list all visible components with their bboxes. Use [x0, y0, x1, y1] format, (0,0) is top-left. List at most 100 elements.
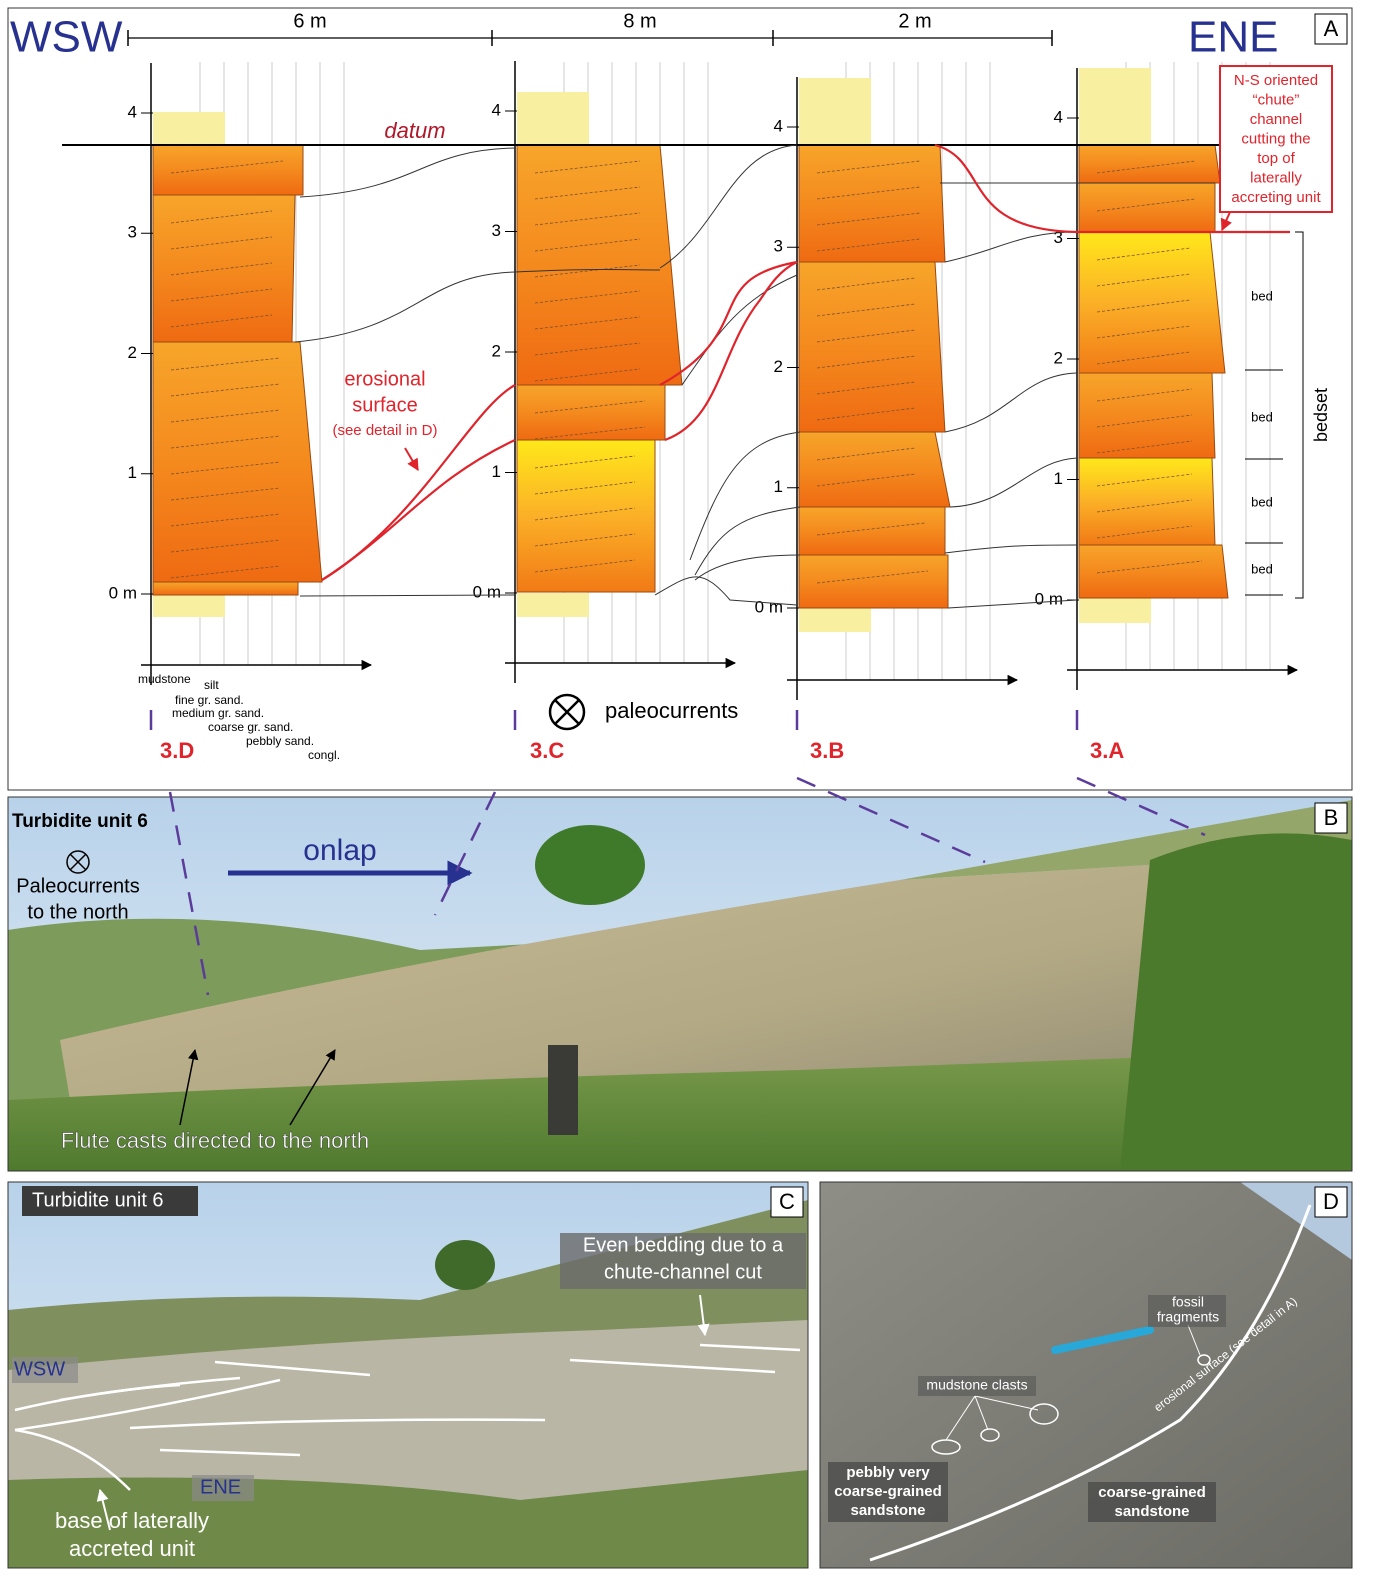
- note-text: cutting the: [1241, 130, 1310, 147]
- mudstone-top: [1079, 68, 1151, 145]
- y-tick-label: 2: [774, 357, 783, 376]
- label: Paleocurrents: [16, 875, 139, 897]
- y-tick-label: 1: [1054, 469, 1063, 488]
- y-tick-label: 4: [128, 102, 137, 121]
- label: coarse-grained: [834, 1483, 942, 1500]
- bedset-label: bedset: [1311, 388, 1331, 442]
- y-tick-label: 1: [492, 462, 501, 481]
- column-label: 3.D: [160, 738, 194, 763]
- y-tick-label: 4: [1054, 107, 1063, 126]
- note-text: accreting unit: [1231, 189, 1321, 206]
- grain-size-label: medium gr. sand.: [172, 706, 264, 720]
- y-tick-label: 4: [492, 100, 501, 119]
- panel-title: Turbidite unit 6: [32, 1189, 164, 1211]
- label: sandstone: [850, 1502, 925, 1519]
- datum-label: datum: [384, 118, 445, 143]
- bed: [799, 555, 948, 608]
- panel-letter: B: [1324, 805, 1339, 830]
- bed-label: bed: [1251, 288, 1273, 303]
- y-tick-label: 2: [492, 341, 501, 360]
- erosional-label: erosional: [344, 368, 425, 390]
- y-tick-label: 0 m: [109, 583, 137, 602]
- note-text: “chute”: [1253, 91, 1300, 108]
- y-tick-label: 1: [774, 477, 783, 496]
- bed: [799, 262, 945, 432]
- bed: [1079, 373, 1215, 458]
- y-tick-label: 3: [128, 223, 137, 242]
- grain-size-label: congl.: [308, 748, 340, 762]
- mudstone-bottom: [517, 593, 589, 617]
- y-tick-label: 3: [774, 237, 783, 256]
- mudstone-bottom: [153, 595, 225, 617]
- y-tick-label: 1: [128, 463, 137, 482]
- grain-size-label: silt: [204, 678, 219, 692]
- label: fragments: [1157, 1309, 1219, 1325]
- bed-label: bed: [1251, 409, 1273, 424]
- label: fossil: [1172, 1294, 1204, 1310]
- label: Even bedding due to a: [583, 1234, 784, 1256]
- direction-label: ENE: [1188, 13, 1278, 62]
- bed: [1079, 545, 1228, 598]
- figure: 43210 m3.D43210 m3.C43210 m3.B43210 m3.A…: [0, 0, 1388, 1596]
- onlap-label: onlap: [303, 834, 376, 867]
- note-text: N-S oriented: [1234, 72, 1318, 89]
- bed: [153, 582, 298, 595]
- label: sandstone: [1114, 1503, 1189, 1520]
- direction-label: WSW: [14, 1358, 65, 1380]
- y-tick-label: 0 m: [473, 582, 501, 601]
- spacing-label: 2 m: [898, 10, 931, 32]
- mudstone-top: [799, 78, 871, 145]
- bed-label: bed: [1251, 494, 1273, 509]
- grain-size-label: fine gr. sand.: [175, 693, 244, 707]
- bed: [517, 145, 682, 385]
- column-label: 3.A: [1090, 738, 1124, 763]
- y-tick-label: 0 m: [1035, 589, 1063, 608]
- bed: [517, 440, 655, 592]
- label: pebbly very: [846, 1464, 930, 1481]
- bed: [153, 195, 295, 342]
- panel-letter: C: [779, 1189, 795, 1214]
- spacing-label: 8 m: [623, 10, 656, 32]
- bed: [799, 432, 950, 507]
- note-text: laterally: [1250, 169, 1302, 186]
- column-label: 3.B: [810, 738, 844, 763]
- photo-b: [8, 797, 1352, 1171]
- mudstone-top: [517, 92, 589, 145]
- grain-size-label: mudstone: [138, 672, 191, 686]
- note-text: top of: [1257, 150, 1295, 167]
- bed: [799, 507, 945, 555]
- bed: [517, 385, 665, 440]
- label: mudstone clasts: [926, 1377, 1027, 1393]
- label: chute-channel cut: [604, 1261, 762, 1283]
- y-tick-label: 4: [774, 116, 783, 135]
- direction-label: WSW: [10, 13, 123, 62]
- paleocurrent-label: paleocurrents: [605, 698, 738, 723]
- y-tick-label: 2: [1054, 348, 1063, 367]
- panel-title: Turbidite unit 6: [12, 811, 148, 832]
- grain-size-label: coarse gr. sand.: [208, 720, 293, 734]
- label: Flute casts directed to the north: [61, 1128, 369, 1153]
- mudstone-top: [153, 112, 225, 145]
- label: to the north: [27, 901, 128, 923]
- bed-label: bed: [1251, 561, 1273, 576]
- erosional-label: (see detail in D): [332, 422, 437, 439]
- mudstone-bottom: [799, 608, 871, 632]
- bed: [153, 342, 322, 582]
- y-tick-label: 2: [128, 343, 137, 362]
- label: accreted unit: [69, 1536, 195, 1561]
- y-tick-label: 0 m: [755, 597, 783, 616]
- erosional-label: surface: [352, 394, 418, 416]
- panel-letter: A: [1324, 16, 1339, 41]
- direction-label: ENE: [200, 1476, 241, 1498]
- y-tick-label: 3: [492, 221, 501, 240]
- bed: [1079, 145, 1220, 183]
- label: coarse-grained: [1098, 1484, 1206, 1501]
- column-label: 3.C: [530, 738, 564, 763]
- spacing-label: 6 m: [293, 10, 326, 32]
- mudstone-bottom: [1079, 598, 1151, 623]
- grain-size-label: pebbly sand.: [246, 734, 314, 748]
- bed: [153, 145, 303, 195]
- label: base of laterally: [55, 1508, 209, 1533]
- bed: [1079, 183, 1215, 232]
- panel-letter: D: [1323, 1189, 1339, 1214]
